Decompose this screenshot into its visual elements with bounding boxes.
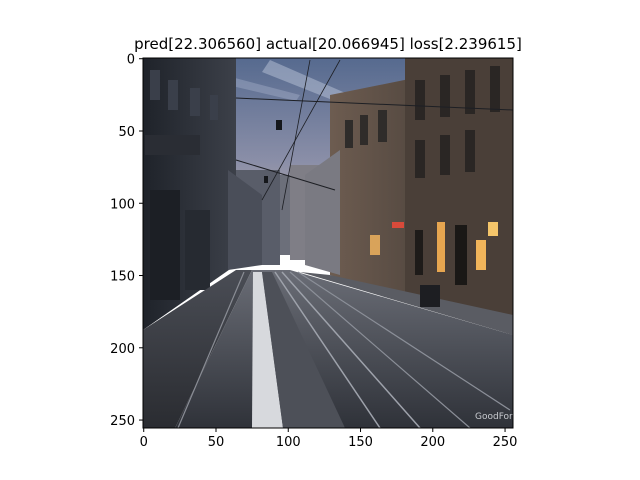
x-tick-label: 200 <box>420 435 445 450</box>
cloud-streak <box>232 78 300 101</box>
lit-shop <box>488 222 498 236</box>
awning <box>145 135 200 155</box>
cobblestone-strip <box>262 272 345 428</box>
right-sidewalk <box>300 272 513 335</box>
window <box>415 140 425 178</box>
scooter <box>420 285 440 307</box>
right-buildings-mid <box>305 150 340 275</box>
lit-shop <box>392 222 404 228</box>
lit-shop <box>476 240 486 270</box>
window <box>360 115 368 145</box>
window <box>415 80 425 120</box>
hanging-lamp <box>276 120 282 130</box>
window <box>440 75 450 117</box>
y-tick-label: 200 <box>110 342 135 357</box>
lit-shop <box>370 235 380 255</box>
x-tick-label: 100 <box>276 435 301 450</box>
hanging-lamp <box>264 176 268 183</box>
y-tick-label: 150 <box>110 270 135 285</box>
image-plot: GoodFon <box>143 58 515 428</box>
overhead-wire <box>281 59 311 211</box>
lit-shop <box>437 222 445 272</box>
window <box>465 130 475 172</box>
y-tick-label: 250 <box>110 414 135 429</box>
tram-rail <box>274 271 381 428</box>
overhead-wire <box>235 159 336 191</box>
tram-rail <box>297 271 511 411</box>
lit-shop <box>455 225 467 285</box>
y-tick-label: 0 <box>127 53 135 68</box>
window <box>465 70 475 114</box>
x-axis: 0 50 100 150 200 250 <box>140 428 518 450</box>
window <box>168 80 178 110</box>
shopfront <box>185 210 210 290</box>
left-sidewalk <box>143 270 252 428</box>
overhead-wire <box>235 97 513 111</box>
x-tick-label: 0 <box>140 435 148 450</box>
left-buildings-far <box>228 170 262 270</box>
y-tick-label: 50 <box>118 125 135 140</box>
tram-rail <box>289 271 471 428</box>
window <box>210 95 218 120</box>
y-tick-label: 100 <box>110 197 135 212</box>
lane-strip <box>252 272 283 428</box>
watermark: GoodFon <box>475 412 515 422</box>
window <box>490 66 500 112</box>
window <box>345 120 353 148</box>
y-axis: 0 50 100 150 200 250 <box>110 53 143 429</box>
overhead-wire <box>261 59 341 201</box>
tram-rail <box>281 271 421 428</box>
shopfront <box>150 190 180 300</box>
window <box>378 110 387 142</box>
window <box>440 135 450 175</box>
chart-title: pred[22.306560] actual[20.066945] loss[2… <box>134 35 522 53</box>
lit-shop <box>415 230 423 275</box>
x-tick-label: 150 <box>348 435 373 450</box>
curb-line <box>177 271 245 428</box>
x-tick-label: 50 <box>208 435 225 450</box>
axes-frame <box>142 57 514 429</box>
window <box>150 70 160 100</box>
window <box>190 88 200 116</box>
x-tick-label: 250 <box>493 435 518 450</box>
